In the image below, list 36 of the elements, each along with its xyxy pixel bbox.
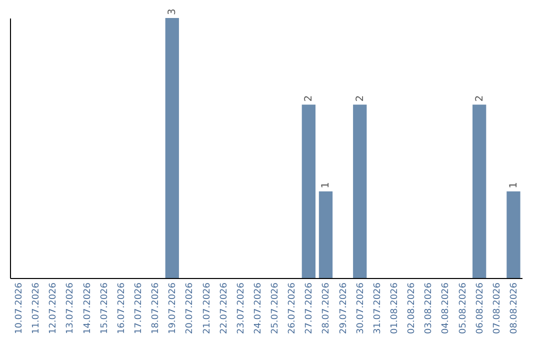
x-tick-label: 11.07.2026 [32,282,42,334]
x-tick-label: 31.07.2026 [372,282,383,334]
data-label: 2 [304,95,315,102]
x-tick-label: 18.07.2026 [151,282,162,334]
data-label: 2 [474,95,486,102]
x-tick-label: 19.07.2026 [168,282,178,334]
x-tick-label: 16.07.2026 [116,282,127,334]
x-tick-label: 29.07.2026 [338,282,349,334]
x-tick-label: 05.08.2026 [458,282,468,334]
x-tick-label: 15.07.2026 [100,282,110,334]
x-tick-label: 12.07.2026 [48,282,59,334]
data-label: 1 [320,182,332,188]
data-label: 3 [167,8,178,15]
x-tick-label: 07.08.2026 [492,282,502,334]
x-tick-label: 20.07.2026 [185,282,196,334]
x-tick-label: 17.07.2026 [134,282,144,334]
x-tick-label: 04.08.2026 [441,282,452,334]
x-tick-label: 06.08.2026 [475,282,486,334]
x-tick-label: 28.07.2026 [322,282,332,334]
x-tick-label: 26.07.2026 [288,282,298,334]
x-tick-label: 02.08.2026 [407,282,418,334]
x-tick-label: 13.07.2026 [66,282,76,334]
data-label: 2 [354,95,366,102]
x-tick-label: 25.07.2026 [270,282,281,334]
x-tick-label: 22.07.2026 [219,282,230,334]
x-tick-label: 08.08.2026 [509,282,520,334]
x-tick-label: 10.07.2026 [14,282,25,334]
x-tick-label: 01.08.2026 [390,282,400,334]
x-tick-label: 14.07.2026 [82,282,93,334]
data-label: 1 [508,182,520,188]
x-tick-label: 24.07.2026 [253,282,264,334]
x-tick-label: 30.07.2026 [356,282,366,334]
x-tick-label: 27.07.2026 [304,282,315,334]
x-tick-label: 03.08.2026 [424,282,434,334]
x-tick-label: 23.07.2026 [236,282,246,334]
x-tick-label: 21.07.2026 [202,282,212,334]
